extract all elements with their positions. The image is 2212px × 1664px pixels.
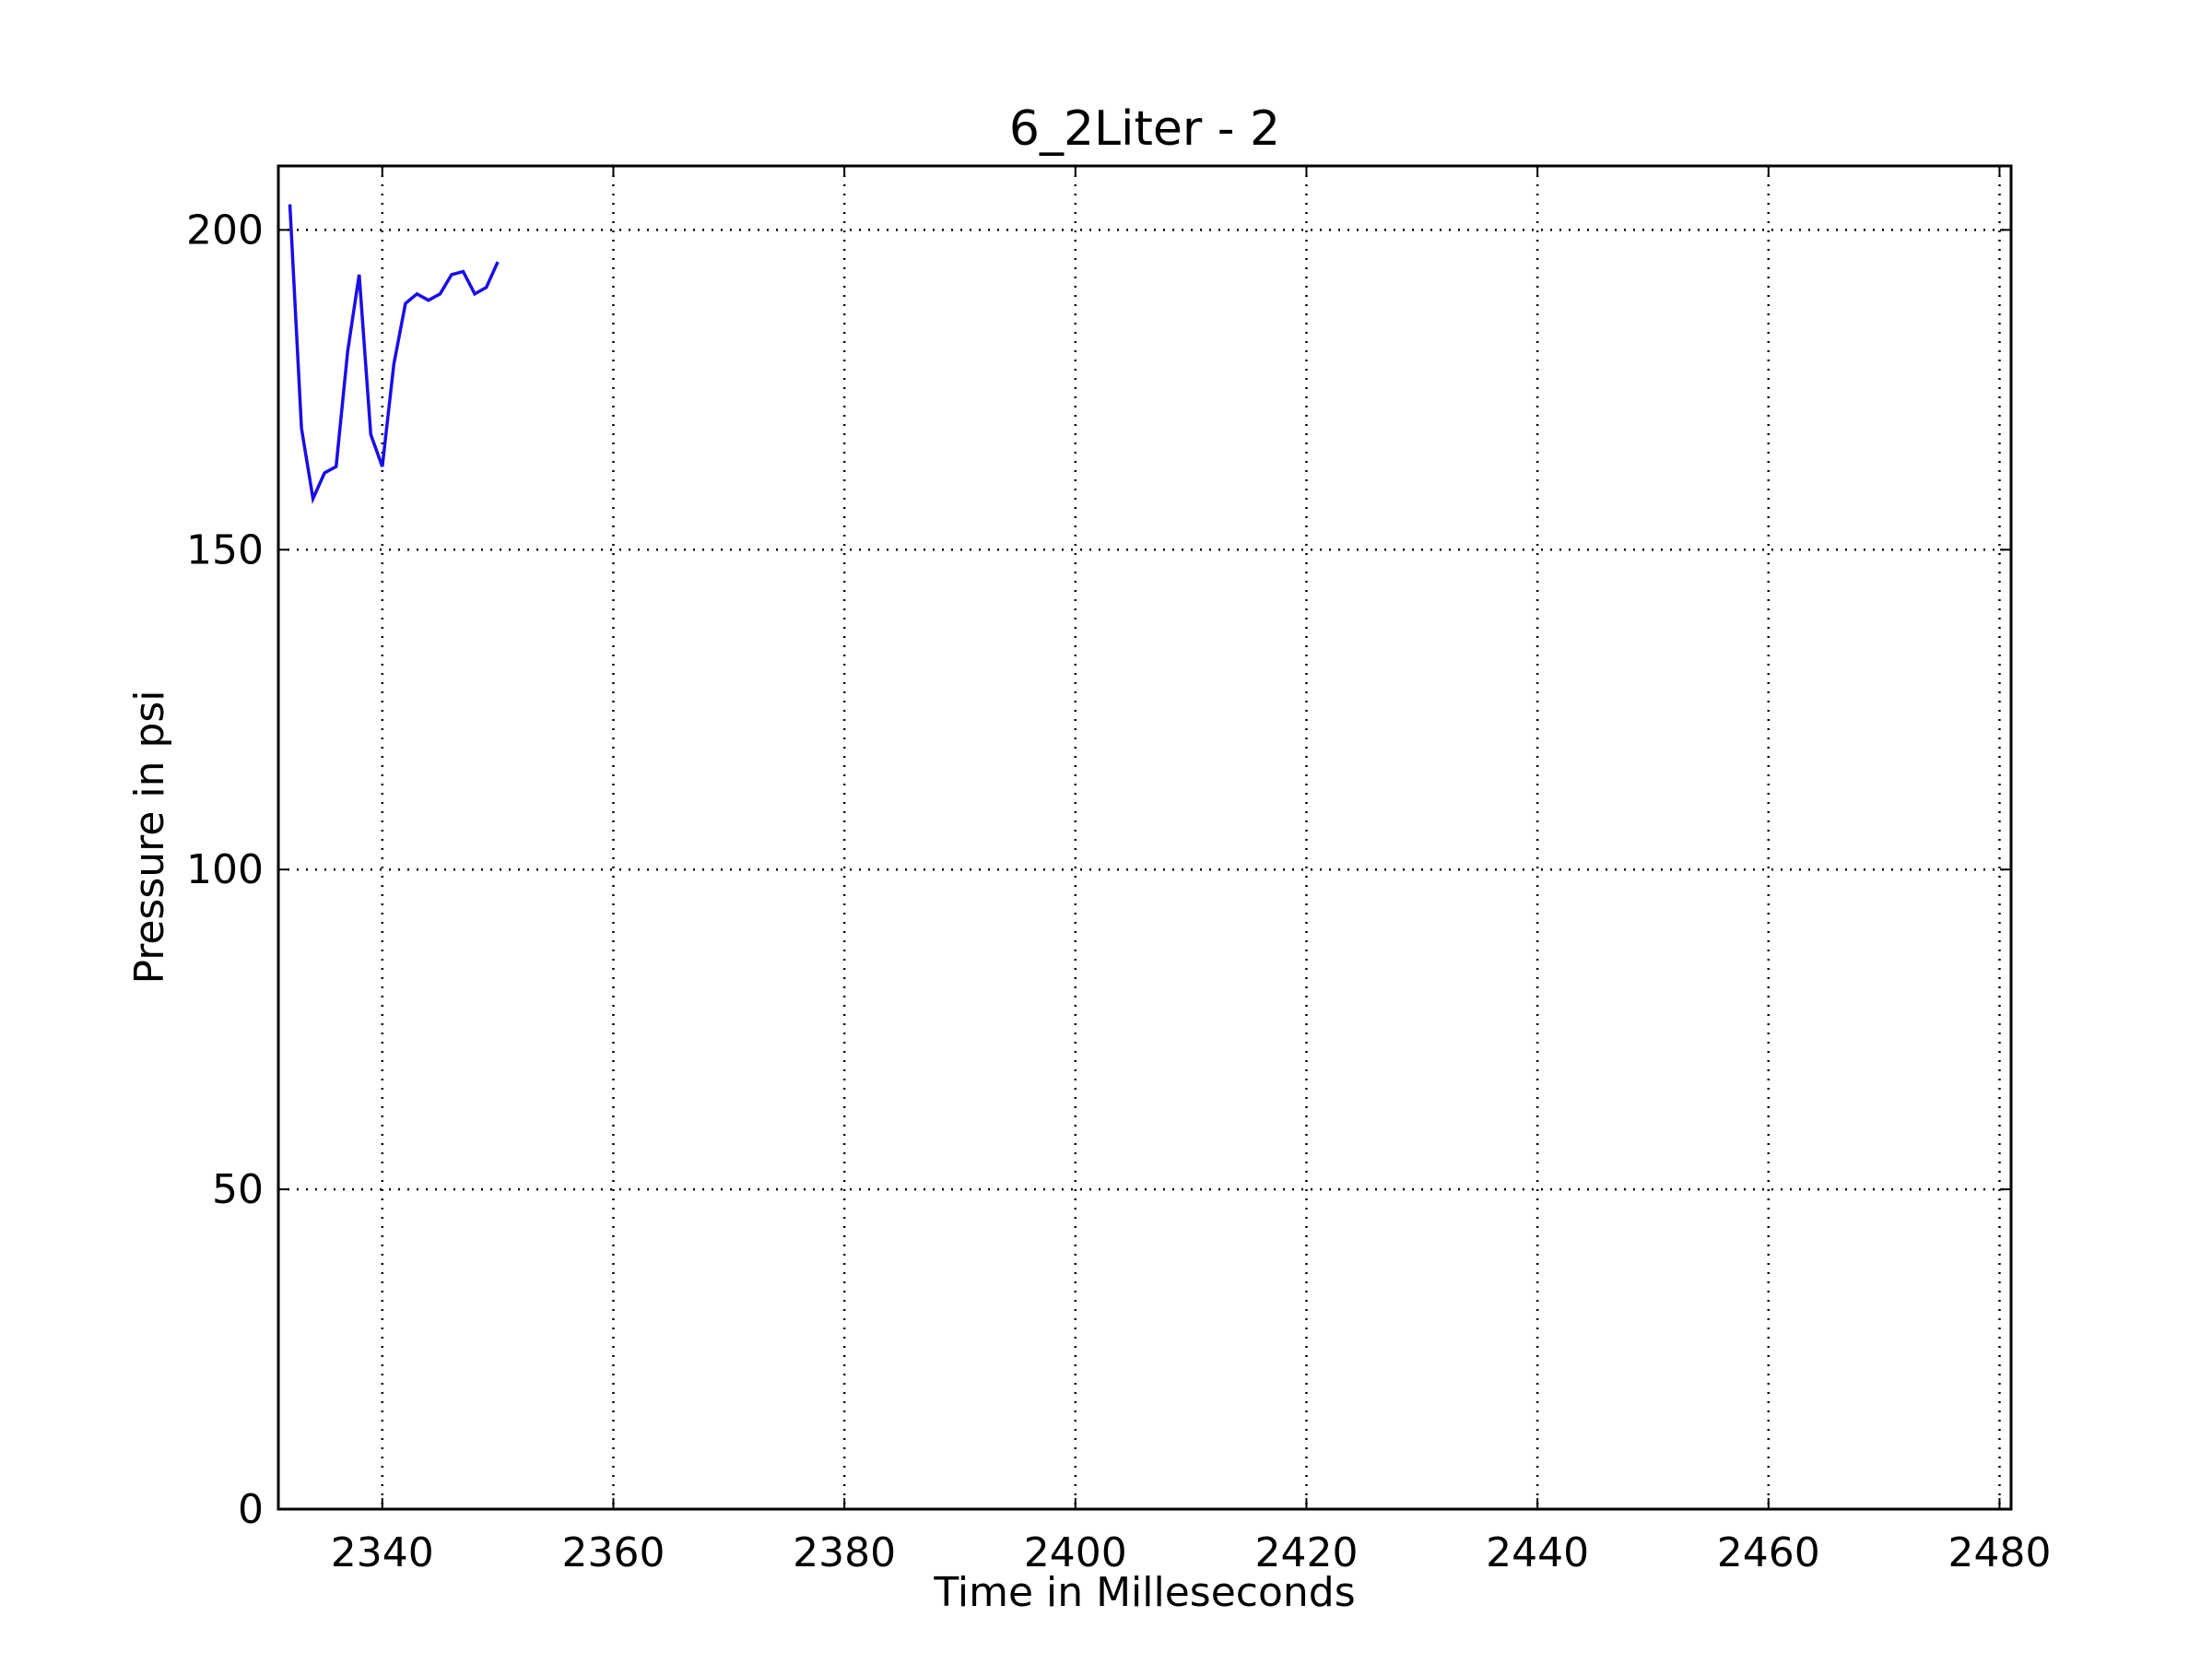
y-axis-label: Pressure in psi — [126, 690, 173, 984]
x-tick-label: 2460 — [1717, 1529, 1820, 1576]
gridlines — [278, 166, 2011, 1509]
x-tick-label: 2360 — [561, 1529, 665, 1576]
x-tick-label: 2440 — [1486, 1529, 1589, 1576]
x-tick-label: 2380 — [793, 1529, 896, 1576]
x-tick-label: 2340 — [331, 1529, 434, 1576]
series-line — [290, 205, 499, 499]
plot-area-frame — [278, 166, 2011, 1509]
y-tick-label: 100 — [186, 846, 264, 893]
y-tick-label: 0 — [238, 1486, 264, 1533]
y-tick-label: 150 — [186, 526, 264, 573]
x-axis-label: Time in Milleseconds — [933, 1569, 1355, 1616]
x-tick-label: 2480 — [1947, 1529, 2051, 1576]
y-tick-label: 200 — [186, 207, 264, 254]
series-layer — [289, 205, 498, 499]
chart-title: 6_2Liter - 2 — [1009, 101, 1280, 157]
y-tick-label: 50 — [212, 1166, 264, 1213]
